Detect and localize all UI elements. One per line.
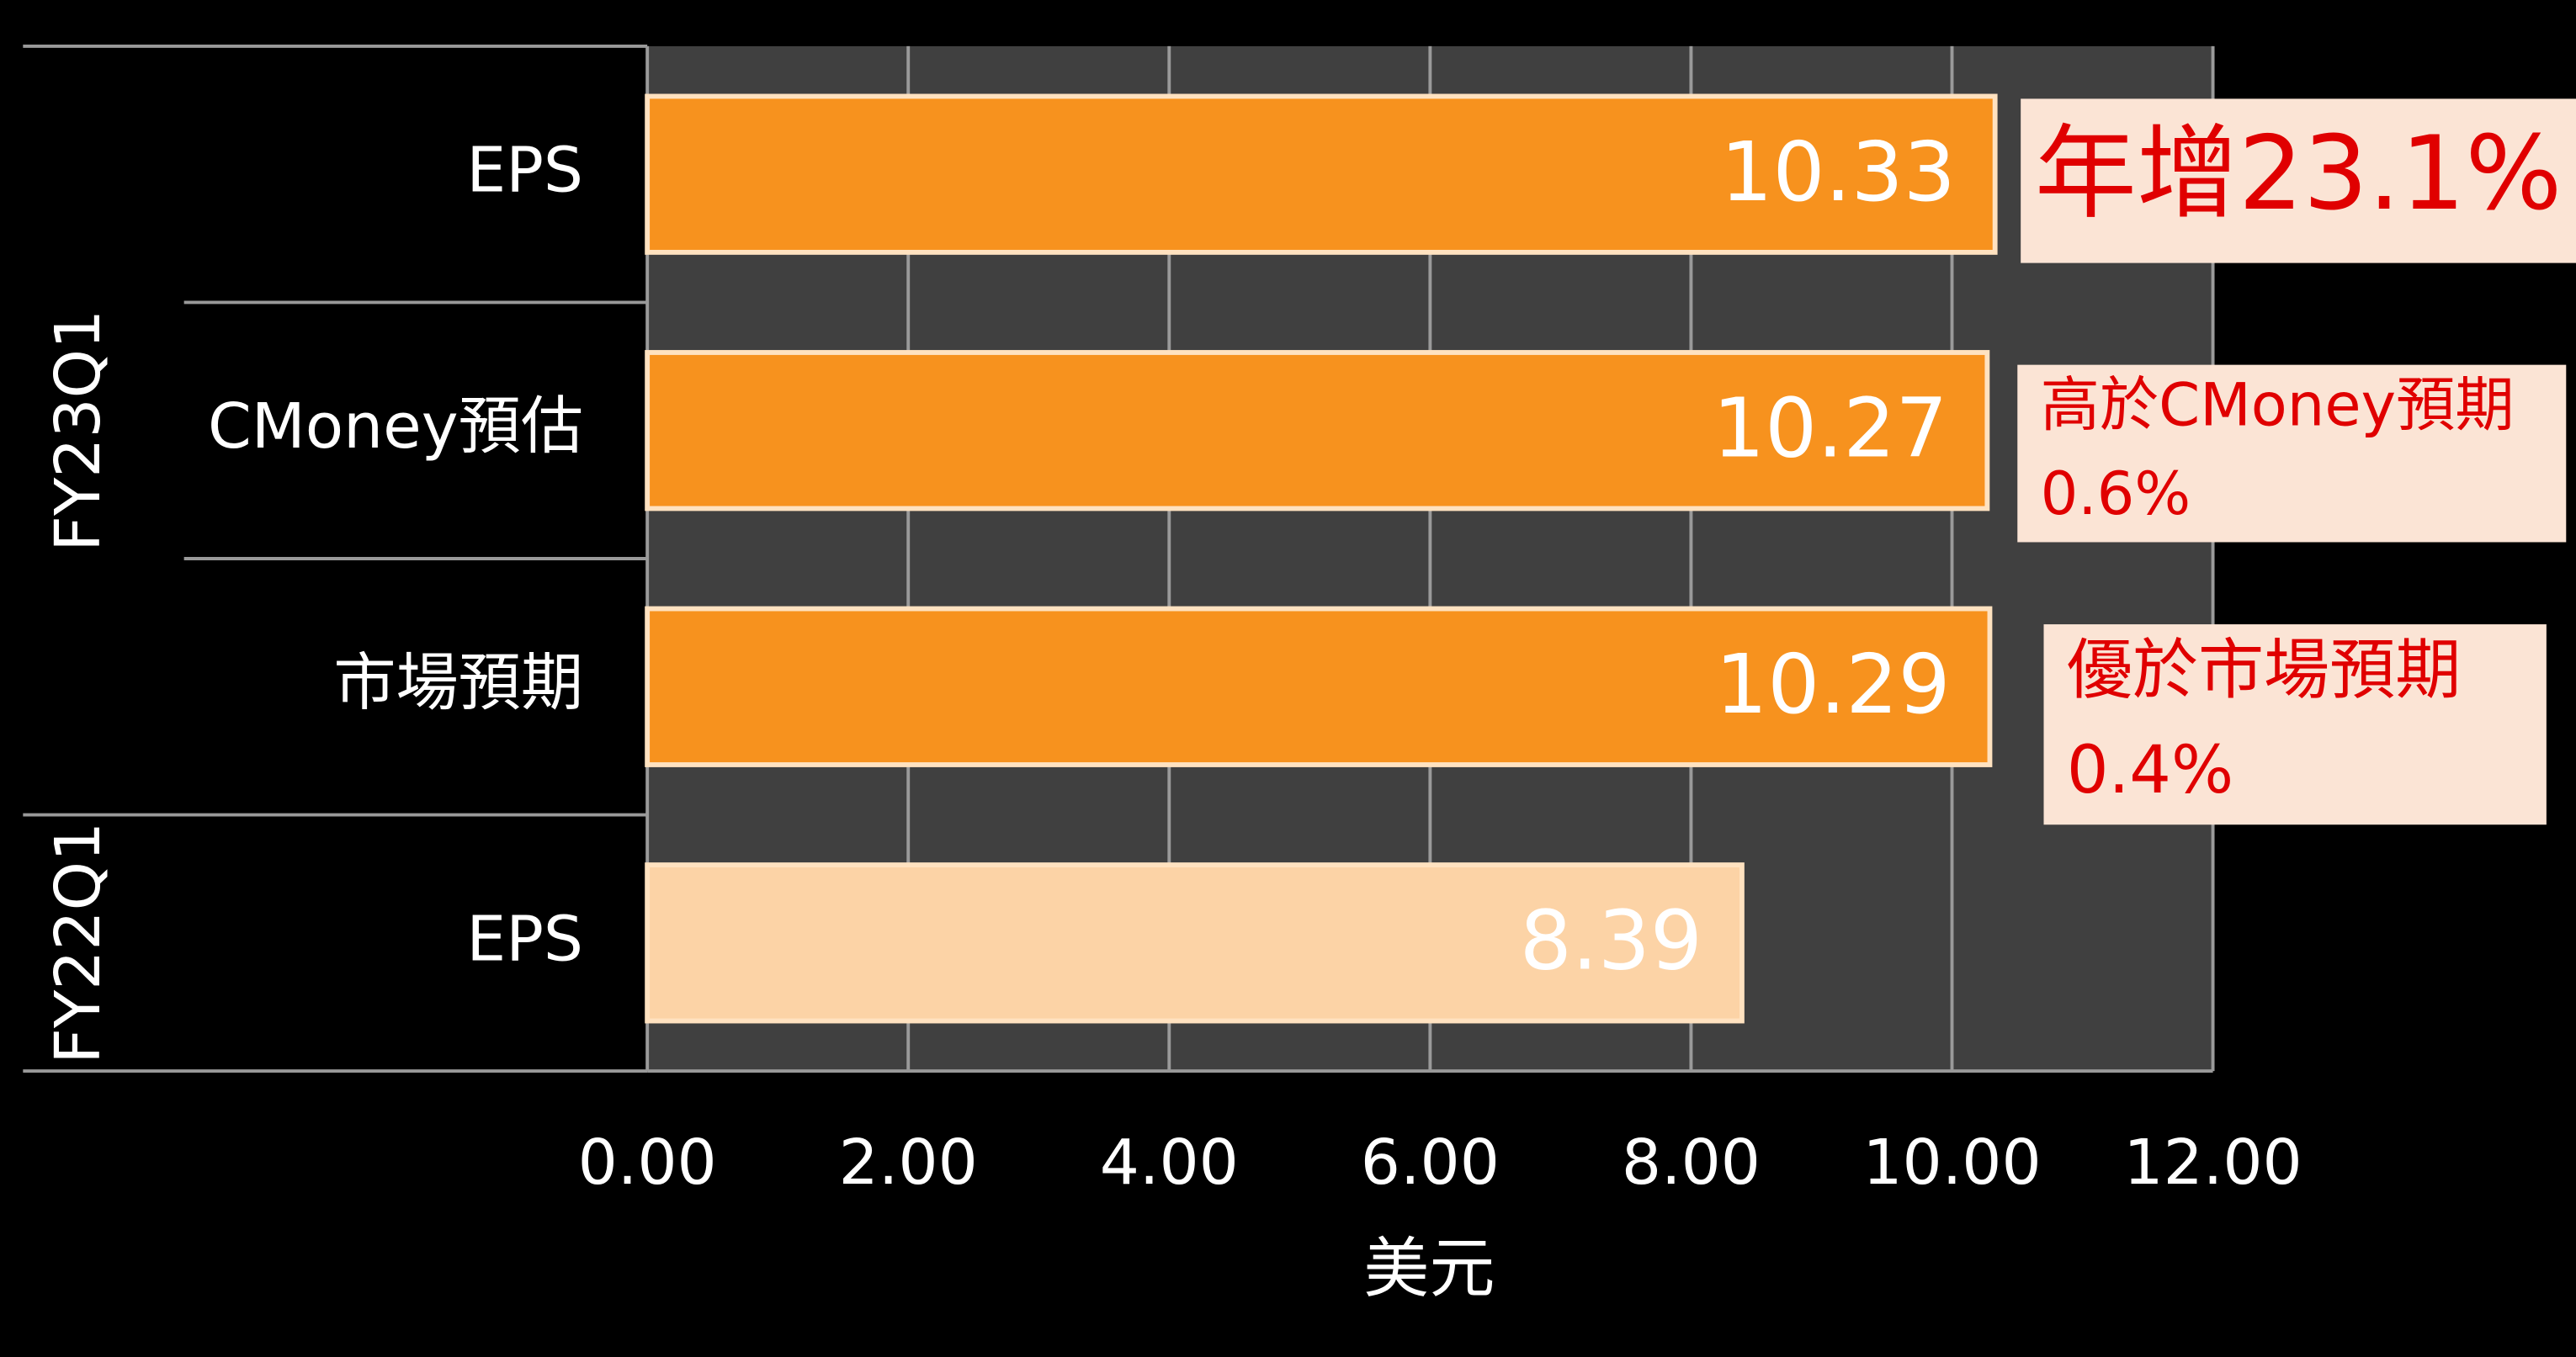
- bar: [645, 93, 1998, 255]
- bar: [645, 862, 1745, 1024]
- value-label: 10.33: [1720, 125, 1955, 220]
- category-label: 市場預期: [333, 647, 583, 719]
- x-tick-label: 10.00: [1862, 1126, 2041, 1199]
- group-label: FY22Q1: [42, 822, 114, 1064]
- category-label: EPS: [466, 135, 583, 207]
- x-axis-label: 美元: [1363, 1232, 1495, 1307]
- x-tick-label: 2.00: [839, 1126, 978, 1199]
- x-tick-label: 12.00: [2123, 1126, 2302, 1199]
- annotation: 0.4%: [2067, 733, 2233, 808]
- annotation: 年增23.1%: [2035, 114, 2562, 233]
- x-tick-label: 4.00: [1100, 1126, 1239, 1199]
- value-label: 10.29: [1715, 637, 1950, 733]
- annotation-box: [2021, 98, 2576, 263]
- annotation-box: [2017, 364, 2567, 543]
- group-label: FY23Q1: [42, 310, 114, 552]
- value-label: 10.27: [1713, 380, 1947, 476]
- bar: [645, 606, 1993, 767]
- annotation-box: [2043, 624, 2547, 825]
- category-label: EPS: [466, 903, 583, 975]
- annotation: 優於市場預期: [2067, 633, 2461, 708]
- x-tick-label: 0.00: [578, 1126, 717, 1199]
- annotation: 高於CMoney預期: [2041, 370, 2515, 439]
- category-label: CMoney預估: [208, 390, 583, 463]
- annotation: 0.6%: [2041, 459, 2191, 528]
- x-tick-label: 8.00: [1622, 1126, 1761, 1199]
- x-tick-label: 6.00: [1361, 1126, 1500, 1199]
- value-label: 8.39: [1520, 893, 1702, 989]
- bar: [645, 350, 1990, 512]
